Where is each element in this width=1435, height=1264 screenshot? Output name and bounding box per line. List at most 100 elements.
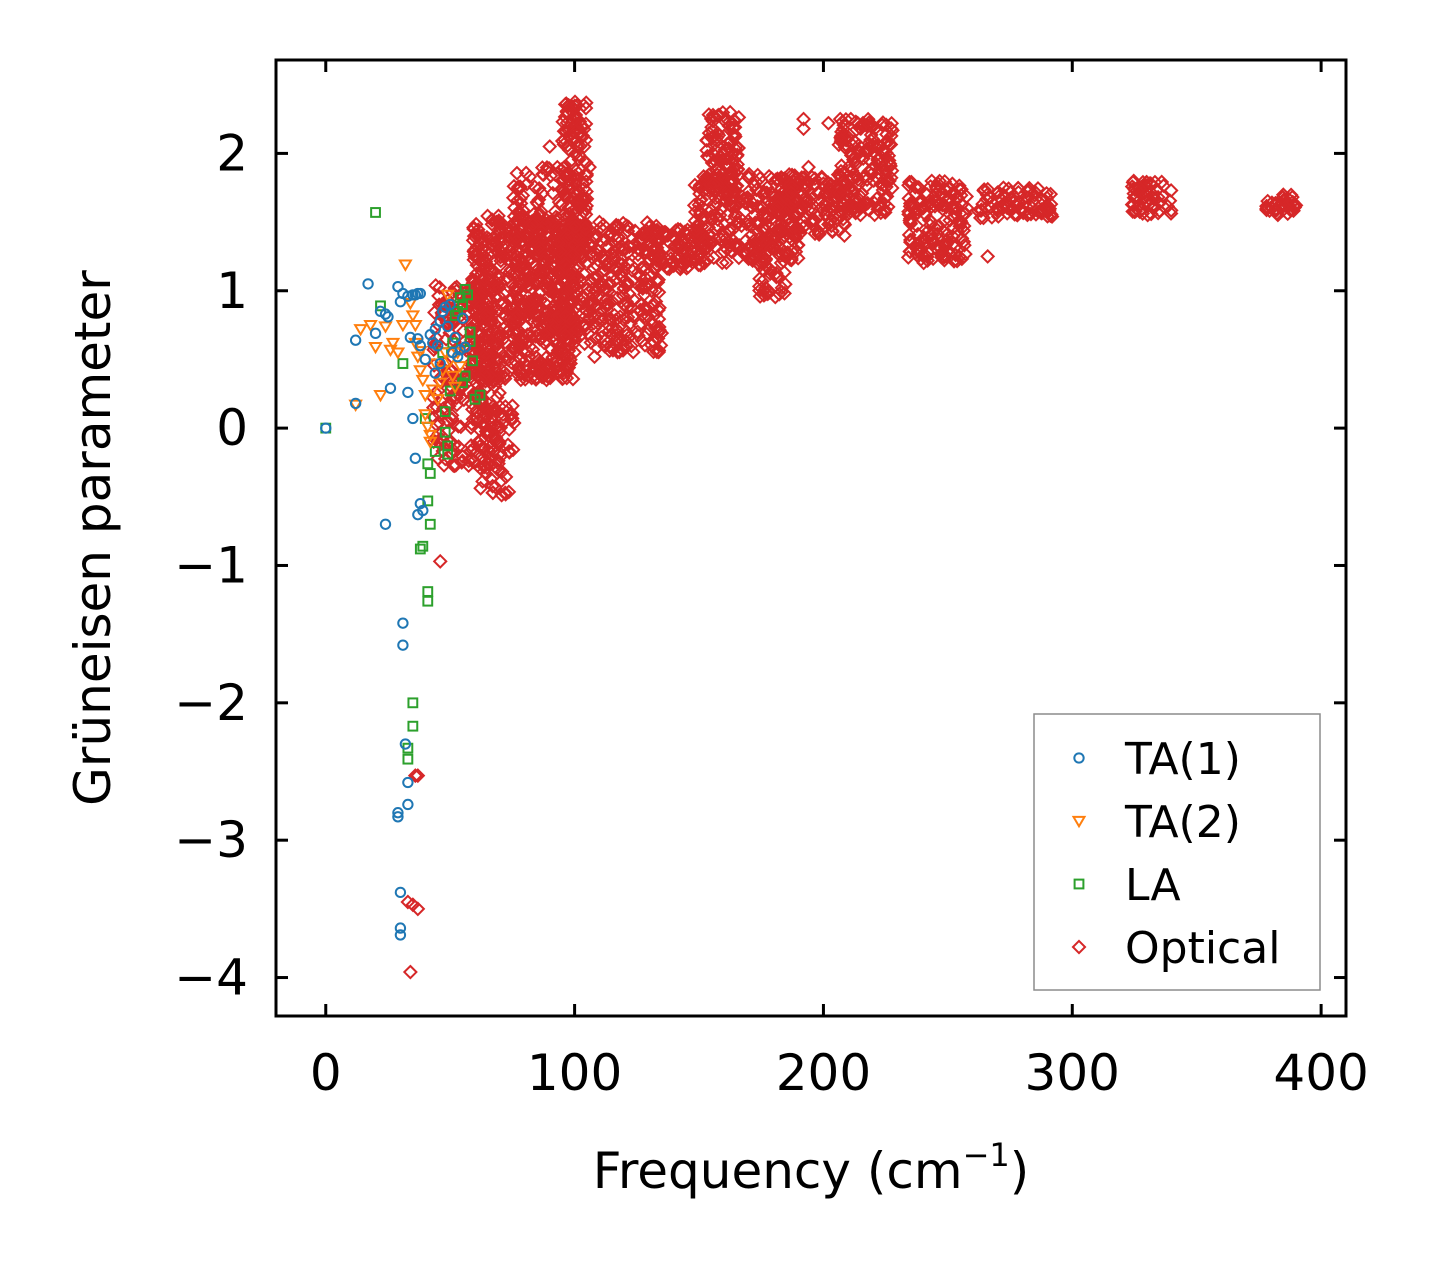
point-optical xyxy=(938,236,954,252)
point-optical xyxy=(704,155,720,171)
y-tick-label: −3 xyxy=(174,811,248,869)
point-optical xyxy=(556,183,572,199)
point-optical xyxy=(466,228,482,244)
point-optical xyxy=(463,369,479,385)
point-optical xyxy=(531,192,547,208)
point-optical xyxy=(756,283,772,299)
point-optical xyxy=(564,293,580,309)
point-optical xyxy=(569,172,585,187)
point-optical xyxy=(714,255,730,271)
point-optical xyxy=(956,206,972,222)
point-optical xyxy=(1285,194,1301,210)
point-optical xyxy=(565,371,581,387)
point-ta-1 xyxy=(414,340,427,352)
point-optical xyxy=(1163,202,1179,218)
point-la xyxy=(442,448,454,460)
point-ta-2 xyxy=(368,341,383,355)
point-optical xyxy=(920,229,936,245)
point-optical xyxy=(625,344,641,360)
point-optical xyxy=(804,169,820,185)
point-optical xyxy=(436,457,452,473)
point-optical xyxy=(495,239,511,255)
point-optical xyxy=(837,139,853,155)
point-optical xyxy=(959,189,975,204)
point-optical xyxy=(509,324,525,340)
point-optical xyxy=(730,156,746,172)
point-optical xyxy=(507,200,523,216)
point-optical xyxy=(1269,206,1285,222)
y-axis-label: Grüneisen parameter xyxy=(64,270,122,806)
point-optical xyxy=(453,419,469,435)
point-optical xyxy=(634,226,650,242)
point-optical xyxy=(617,259,633,275)
point-optical xyxy=(750,217,766,233)
point-optical xyxy=(862,152,878,168)
point-optical xyxy=(517,371,533,387)
point-optical xyxy=(489,335,505,351)
point-optical xyxy=(607,323,622,339)
point-optical xyxy=(651,344,667,360)
point-optical xyxy=(687,177,703,193)
point-optical xyxy=(464,451,480,467)
point-ta-2 xyxy=(348,399,363,412)
point-optical xyxy=(884,122,900,138)
point-optical xyxy=(772,224,788,240)
point-optical xyxy=(794,170,810,186)
point-optical xyxy=(699,169,715,185)
point-ta-1 xyxy=(409,452,422,465)
point-optical xyxy=(1002,191,1018,206)
point-ta-1 xyxy=(369,327,382,340)
point-optical xyxy=(504,411,520,426)
point-optical xyxy=(598,232,614,248)
point-optical xyxy=(447,280,463,296)
point-optical xyxy=(1017,195,1033,211)
point-optical xyxy=(577,201,593,217)
point-ta-2 xyxy=(363,319,378,333)
point-la xyxy=(459,370,471,382)
ticks-layer: 0 100 200 300 400 −4 −3 −2 −1 0 1 2 xyxy=(174,60,1369,1102)
point-optical xyxy=(574,251,590,267)
point-la xyxy=(467,355,478,367)
point-ta-2 xyxy=(445,370,460,384)
legend: TA(1) TA(2) LA Optical xyxy=(1033,713,1321,991)
point-optical xyxy=(531,180,547,196)
point-optical xyxy=(666,258,682,274)
x-axis-label: Frequency (cm−1) xyxy=(593,1136,1030,1200)
point-optical xyxy=(531,240,547,256)
point-optical xyxy=(759,180,775,196)
point-optical xyxy=(606,250,622,266)
point-optical xyxy=(489,352,505,368)
point-la xyxy=(397,358,409,369)
point-optical xyxy=(463,420,479,436)
point-optical xyxy=(845,147,861,163)
point-optical xyxy=(513,351,529,367)
point-optical xyxy=(1287,198,1303,214)
point-optical xyxy=(621,239,637,255)
point-optical xyxy=(771,269,787,285)
point-ta-2 xyxy=(398,259,413,272)
point-optical xyxy=(587,349,602,365)
point-optical xyxy=(536,167,551,183)
point-optical xyxy=(465,290,481,306)
point-la xyxy=(459,283,471,295)
series-ta-1- xyxy=(320,278,471,941)
point-optical xyxy=(555,114,571,130)
point-optical xyxy=(508,256,524,272)
point-optical xyxy=(465,328,481,344)
point-ta-2 xyxy=(390,347,406,360)
point-optical xyxy=(915,247,931,263)
point-optical xyxy=(578,184,594,199)
point-optical xyxy=(950,214,966,230)
point-optical xyxy=(919,249,935,265)
point-la xyxy=(402,753,414,765)
point-optical xyxy=(606,221,622,237)
point-optical xyxy=(1138,187,1154,203)
point-optical xyxy=(876,144,892,160)
point-optical xyxy=(849,169,865,185)
point-optical xyxy=(472,432,488,448)
point-ta-1 xyxy=(429,367,441,379)
point-optical xyxy=(478,254,494,270)
point-optical xyxy=(531,207,546,223)
point-ta-1 xyxy=(402,290,414,302)
point-optical xyxy=(732,210,748,226)
